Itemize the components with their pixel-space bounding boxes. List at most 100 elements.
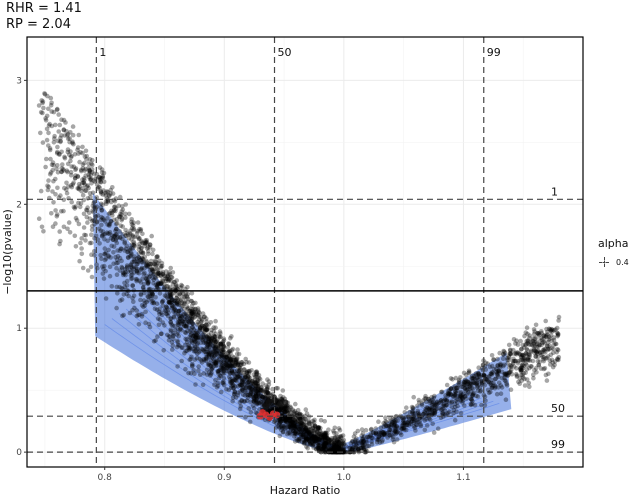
data-point <box>76 187 82 192</box>
data-point <box>164 295 170 300</box>
data-point <box>162 293 168 298</box>
data-point <box>322 430 327 436</box>
data-point <box>95 265 100 271</box>
data-point <box>341 447 346 452</box>
data-point <box>304 411 310 416</box>
data-point <box>130 233 135 238</box>
data-point <box>303 426 308 431</box>
data-point <box>341 449 347 455</box>
data-point <box>70 182 76 187</box>
data-point <box>89 181 94 186</box>
data-point <box>71 204 77 210</box>
data-point <box>58 135 63 141</box>
data-point <box>159 280 164 285</box>
data-point <box>152 262 158 268</box>
data-point <box>210 361 215 367</box>
data-point <box>63 120 68 125</box>
data-point <box>62 185 67 191</box>
data-point <box>55 170 61 175</box>
data-point <box>224 354 229 360</box>
data-point <box>525 331 530 337</box>
data-point <box>366 444 372 449</box>
data-point <box>534 344 540 350</box>
data-point <box>290 428 296 434</box>
data-point <box>97 185 102 190</box>
data-point <box>220 365 225 371</box>
data-point <box>80 186 86 191</box>
data-point <box>179 319 185 324</box>
data-point <box>341 447 346 453</box>
data-point <box>248 386 254 391</box>
data-point <box>220 364 226 370</box>
data-point <box>299 420 305 426</box>
data-point <box>519 378 524 383</box>
data-point <box>131 259 137 265</box>
data-point <box>378 425 384 430</box>
data-point <box>124 243 129 249</box>
data-point <box>155 283 160 288</box>
data-point <box>106 253 111 258</box>
data-point <box>85 220 90 225</box>
data-point <box>219 346 225 352</box>
data-point <box>323 433 329 438</box>
data-point <box>274 406 280 411</box>
data-point <box>182 300 187 306</box>
data-point <box>256 388 261 393</box>
data-point <box>496 368 502 374</box>
data-point <box>191 310 196 315</box>
data-point <box>287 422 293 427</box>
data-point <box>164 311 170 317</box>
data-point <box>104 201 109 206</box>
data-point <box>208 363 214 369</box>
data-point <box>178 285 183 291</box>
data-point <box>79 180 85 186</box>
data-point <box>297 416 303 422</box>
data-point <box>207 351 213 356</box>
data-point <box>204 327 210 333</box>
data-point <box>251 399 257 404</box>
data-point <box>430 410 435 416</box>
data-point <box>38 188 44 194</box>
data-point <box>189 310 195 316</box>
density-contours <box>104 299 500 450</box>
data-point <box>158 331 164 337</box>
data-point <box>48 103 54 108</box>
data-point <box>319 437 324 443</box>
data-point <box>290 420 295 426</box>
data-point <box>201 356 207 362</box>
data-point <box>153 338 158 343</box>
data-point <box>460 400 465 405</box>
y-tick-label: 3 <box>16 76 22 86</box>
data-point <box>145 294 150 299</box>
data-point <box>73 215 79 221</box>
data-point <box>111 208 116 214</box>
data-point <box>226 341 231 346</box>
data-point <box>61 168 66 173</box>
legend-key-icon <box>598 256 610 268</box>
data-point <box>55 212 60 217</box>
data-point <box>111 208 117 213</box>
data-point <box>506 370 512 376</box>
data-point <box>532 368 537 373</box>
data-point <box>41 229 46 234</box>
data-point <box>238 403 244 409</box>
data-point <box>387 419 393 424</box>
data-point <box>117 229 122 234</box>
data-point <box>489 353 495 358</box>
data-point <box>168 329 174 334</box>
data-point <box>228 350 233 356</box>
data-point <box>170 304 176 310</box>
data-point <box>155 316 161 321</box>
data-point <box>216 368 221 374</box>
data-point <box>306 421 312 426</box>
data-point <box>195 306 201 311</box>
data-point <box>288 405 294 411</box>
data-point <box>288 420 294 426</box>
data-point <box>59 149 64 155</box>
data-point <box>555 332 561 337</box>
data-point <box>246 380 252 385</box>
data-point <box>94 172 100 177</box>
data-point <box>129 219 134 225</box>
data-point <box>174 332 180 337</box>
data-point <box>322 443 327 449</box>
